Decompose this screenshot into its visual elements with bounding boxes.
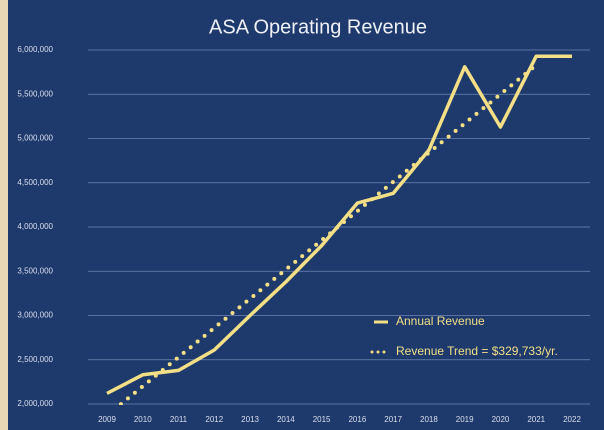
- legend-label: Revenue Trend = $329,733/yr.: [396, 344, 558, 358]
- x-tick-label: 2022: [563, 415, 581, 424]
- revenue-line: [106, 54, 572, 395]
- y-tick-label: 3,000,000: [17, 311, 53, 320]
- x-tick-label: 2011: [170, 415, 188, 424]
- x-tick-label: 2020: [492, 415, 510, 424]
- x-tick-label: 2010: [134, 415, 152, 424]
- legend-label: Annual Revenue: [396, 314, 485, 328]
- y-tick-label: 5,000,000: [17, 134, 53, 143]
- x-tick-label: 2021: [527, 415, 545, 424]
- y-tick-label: 2,500,000: [17, 355, 53, 364]
- x-tick-label: 2017: [384, 415, 402, 424]
- chart-title: ASA Operating Revenue: [209, 16, 427, 38]
- chart-background: [8, 0, 604, 430]
- plot-area: [106, 54, 572, 405]
- y-tick-label: 6,000,000: [17, 45, 53, 54]
- x-tick-label: 2016: [348, 415, 366, 424]
- x-tick-label: 2018: [420, 415, 438, 424]
- x-tick-label: 2019: [456, 415, 474, 424]
- x-tick-label: 2009: [98, 415, 116, 424]
- x-tick-label: 2013: [241, 415, 259, 424]
- y-tick-label: 2,000,000: [17, 399, 53, 408]
- x-tick-label: 2015: [313, 415, 331, 424]
- y-tick-label: 3,500,000: [17, 266, 53, 275]
- trend-line: [116, 63, 539, 405]
- y-tick-label: 5,500,000: [17, 89, 53, 98]
- x-tick-label: 2014: [277, 415, 295, 424]
- x-tick-label: 2012: [205, 415, 223, 424]
- y-tick-label: 4,000,000: [17, 222, 53, 231]
- y-tick-label: 4,500,000: [17, 178, 53, 187]
